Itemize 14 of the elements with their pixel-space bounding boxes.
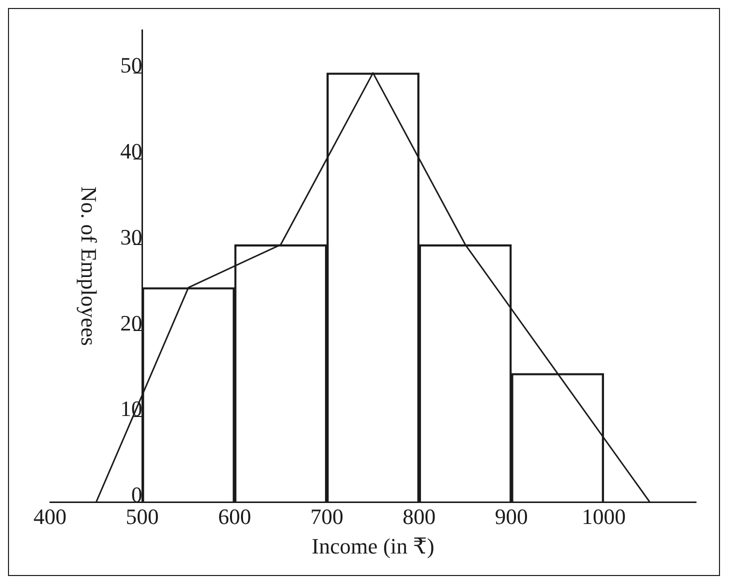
y-axis-title: No. of Employees <box>76 186 102 346</box>
x-tick-label: 400 <box>34 504 66 530</box>
x-axis-title: Income (in ₹) <box>312 534 434 559</box>
x-tick-label: 700 <box>310 504 344 530</box>
x-tick-label: 900 <box>494 504 528 530</box>
y-tick-label: 30 <box>120 224 142 250</box>
y-tick-label: 50 <box>120 52 142 78</box>
y-tick-label: 20 <box>120 310 142 336</box>
x-tick-label: 800 <box>402 504 436 530</box>
y-tick-label: 40 <box>120 138 142 164</box>
x-tick-label: 1000 <box>582 504 626 530</box>
y-tick-label: 0 <box>131 482 142 507</box>
x-tick-label: 600 <box>218 504 252 530</box>
x-tick-label: 500 <box>126 504 159 530</box>
